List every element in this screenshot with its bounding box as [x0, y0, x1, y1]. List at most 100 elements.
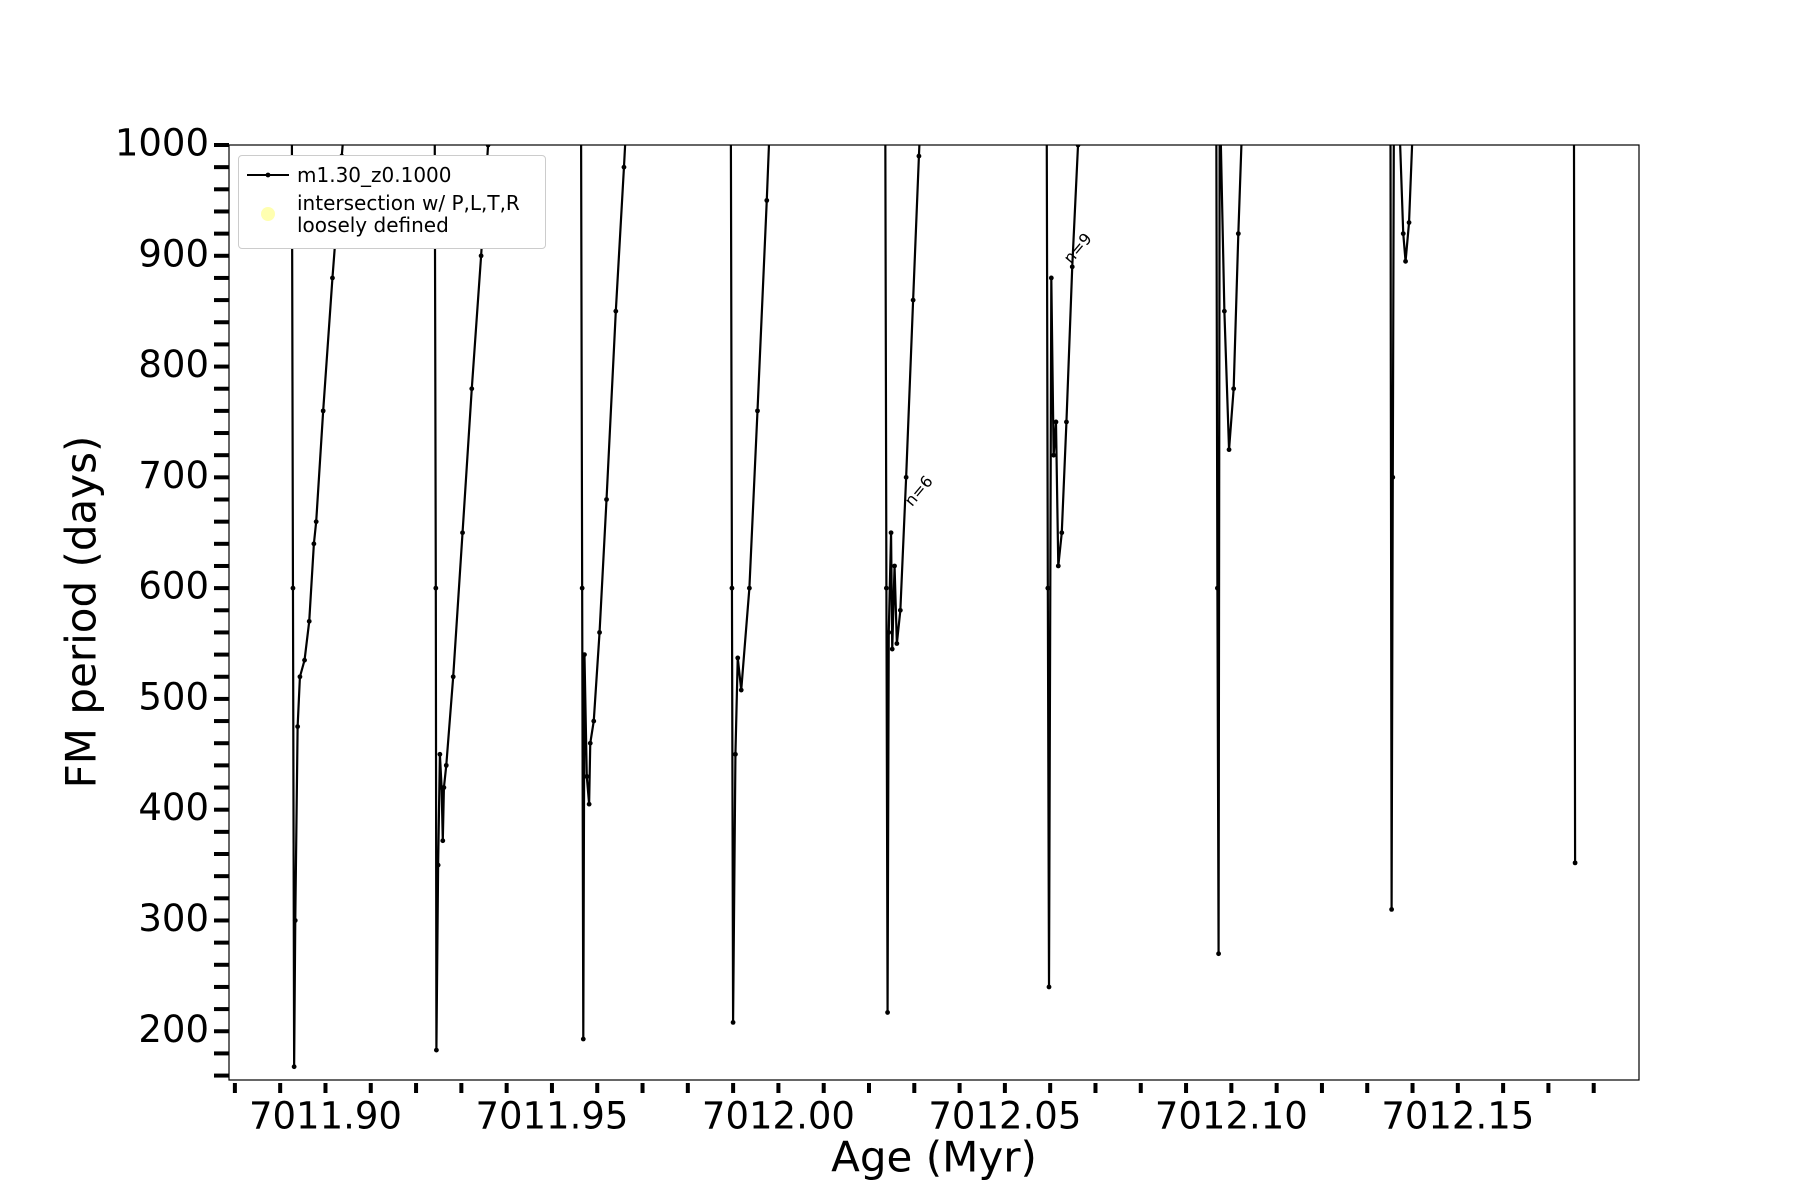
legend-swatch [239, 203, 297, 225]
point [1410, 132, 1415, 137]
x-tick-label: 7011.90 [249, 1095, 402, 1138]
point [1064, 419, 1069, 425]
point [883, 585, 889, 591]
y-axis-label: FM period (days) [57, 436, 106, 789]
point [919, 98, 924, 103]
point [1221, 308, 1227, 314]
point [728, 87, 733, 92]
point [897, 607, 903, 613]
point [733, 751, 738, 757]
point [1388, 87, 1393, 92]
point [1048, 275, 1054, 281]
point [1059, 530, 1065, 536]
y-tick-label: 200 [138, 1008, 209, 1051]
legend-swatch [239, 164, 297, 186]
y-tick-label: 400 [138, 786, 209, 829]
point [291, 1064, 297, 1070]
point [1046, 984, 1052, 990]
point [440, 838, 446, 844]
point [295, 724, 301, 730]
point [311, 541, 317, 547]
point [587, 740, 593, 746]
point [613, 308, 619, 314]
point [435, 862, 441, 868]
point [586, 801, 592, 807]
point [434, 1047, 439, 1053]
point [625, 98, 630, 103]
point [306, 618, 312, 624]
point [746, 585, 752, 591]
point [1078, 98, 1083, 103]
y-tick-label: 700 [138, 454, 209, 497]
point [443, 762, 449, 768]
point [579, 87, 584, 92]
point [1235, 231, 1241, 237]
point [892, 563, 897, 569]
x-tick-label: 7011.95 [475, 1095, 628, 1138]
point [437, 751, 443, 757]
y-tick-label: 300 [138, 897, 209, 940]
point [1406, 220, 1412, 225]
point [621, 164, 627, 170]
point [1411, 98, 1416, 103]
point [1400, 231, 1406, 237]
point [1215, 585, 1220, 591]
point [433, 585, 439, 591]
point [302, 657, 307, 663]
point [730, 1019, 736, 1025]
point [755, 408, 760, 414]
plot-area [289, 87, 1578, 1070]
point [1069, 264, 1075, 270]
y-tick-label: 800 [138, 343, 209, 386]
point [1216, 951, 1221, 957]
point [441, 785, 447, 790]
point [883, 87, 888, 92]
point [916, 153, 922, 159]
y-tick-label: 900 [138, 232, 209, 275]
point [580, 1036, 586, 1042]
point [469, 386, 475, 392]
point [764, 197, 770, 203]
annotation: n=9 [1060, 229, 1096, 267]
point [885, 1010, 890, 1015]
y-tick-label: 1000 [115, 122, 209, 165]
point [1572, 860, 1578, 866]
point [903, 474, 909, 480]
point [478, 253, 484, 259]
point [1392, 87, 1397, 92]
point [886, 630, 892, 635]
point [735, 655, 741, 661]
point [738, 687, 744, 693]
legend-item: intersection w/ P,L,T,R loosely defined [239, 192, 539, 236]
legend: m1.30_z0.1000 intersection w/ P,L,T,R loo… [238, 155, 546, 249]
x-tick-label: 7012.10 [1155, 1095, 1308, 1138]
point [432, 87, 437, 92]
x-tick-label: 7012.15 [1381, 1095, 1534, 1138]
point [1214, 87, 1219, 92]
point [910, 297, 916, 303]
point [1217, 87, 1222, 92]
point [1051, 452, 1057, 458]
x-axis-label: Age (Myr) [831, 1133, 1037, 1182]
point [584, 774, 590, 779]
point [1390, 474, 1396, 480]
point [1397, 132, 1402, 137]
point [1045, 585, 1051, 591]
point [450, 674, 456, 680]
point [597, 630, 602, 635]
point [1055, 563, 1061, 569]
point [313, 519, 319, 525]
point [888, 530, 894, 536]
point [1389, 906, 1395, 912]
point [579, 585, 585, 591]
axes-frame [228, 144, 1640, 1081]
point [582, 652, 587, 657]
legend-item: m1.30_z0.1000 [239, 164, 539, 186]
point [460, 530, 465, 536]
point [1044, 87, 1049, 92]
point [330, 275, 335, 281]
point [1053, 419, 1059, 425]
point [1572, 87, 1577, 92]
point [289, 87, 294, 92]
